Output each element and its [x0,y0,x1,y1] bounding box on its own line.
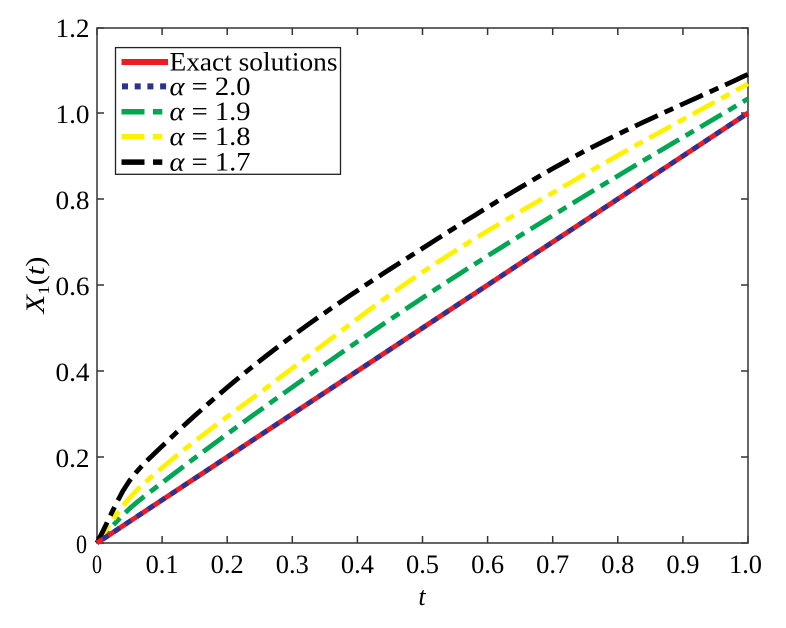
svg-text:X1(t): X1(t) [21,257,53,315]
svg-text:t: t [418,582,426,611]
svg-text:0.8: 0.8 [601,550,634,579]
svg-text:α = 1.8: α = 1.8 [170,122,251,151]
svg-text:α = 2.0: α = 2.0 [170,72,251,101]
svg-text:0.6: 0.6 [56,272,90,301]
svg-text:Exact solutions: Exact solutions [170,47,338,76]
svg-text:0.1: 0.1 [146,550,179,579]
svg-text:0.5: 0.5 [406,550,439,579]
svg-text:1.2: 1.2 [56,14,90,43]
svg-text:0.7: 0.7 [536,550,569,579]
svg-text:α = 1.7: α = 1.7 [170,148,251,177]
svg-text:0.3: 0.3 [276,550,309,579]
svg-text:0.2: 0.2 [56,444,90,473]
svg-text:0.4: 0.4 [56,358,90,387]
svg-text:0.6: 0.6 [471,550,504,579]
svg-text:α = 1.9: α = 1.9 [170,97,251,126]
svg-text:1.0: 1.0 [729,550,762,579]
svg-text:1.0: 1.0 [56,100,90,129]
svg-text:0.4: 0.4 [341,550,374,579]
svg-text:0.2: 0.2 [211,550,244,579]
svg-text:0.9: 0.9 [666,550,699,579]
svg-text:0.8: 0.8 [56,186,90,215]
svg-text:0: 0 [92,550,102,579]
svg-text:0: 0 [76,530,87,559]
